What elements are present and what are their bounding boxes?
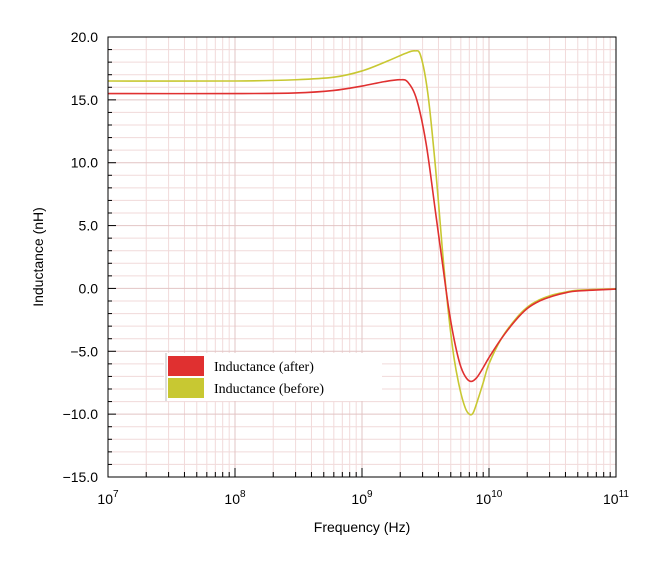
y-tick-label: −10.0: [63, 406, 99, 422]
series-lines: [107, 49, 617, 416]
x-tick-label: 107: [97, 489, 119, 507]
x-axis-title: Frequency (Hz): [314, 519, 410, 535]
y-tick-label: −5.0: [70, 343, 98, 359]
x-tick-label: 108: [224, 489, 246, 507]
x-tick-label: 1011: [603, 489, 629, 507]
x-tick-label: 1010: [476, 489, 503, 507]
legend-swatch-before: [168, 378, 204, 398]
legend-label-before: Inductance (before): [214, 382, 324, 397]
y-tick-label: −15.0: [63, 469, 99, 485]
y-tick-label: 10.0: [71, 155, 98, 171]
legend: Inductance (after) Inductance (before): [164, 353, 382, 401]
y-tick-label: 5.0: [79, 218, 99, 234]
series-line-before: [107, 49, 617, 416]
y-axis-title: Inductance (nH): [30, 207, 46, 307]
series-line-after: [107, 78, 617, 383]
axis-ticks: [107, 36, 617, 478]
y-tick-label: 20.0: [71, 29, 98, 45]
y-tick-label: 0.0: [79, 280, 99, 296]
x-tick-label: 109: [351, 489, 373, 507]
legend-label-after: Inductance (after): [214, 360, 314, 375]
y-tick-label: 15.0: [71, 92, 98, 108]
legend-swatch-after: [168, 356, 204, 376]
axis-tick-labels: 20.0 15.0 10.0 5.0 0.0 −5.0 −10.0 −15.0 107 108 10…: [63, 29, 630, 507]
